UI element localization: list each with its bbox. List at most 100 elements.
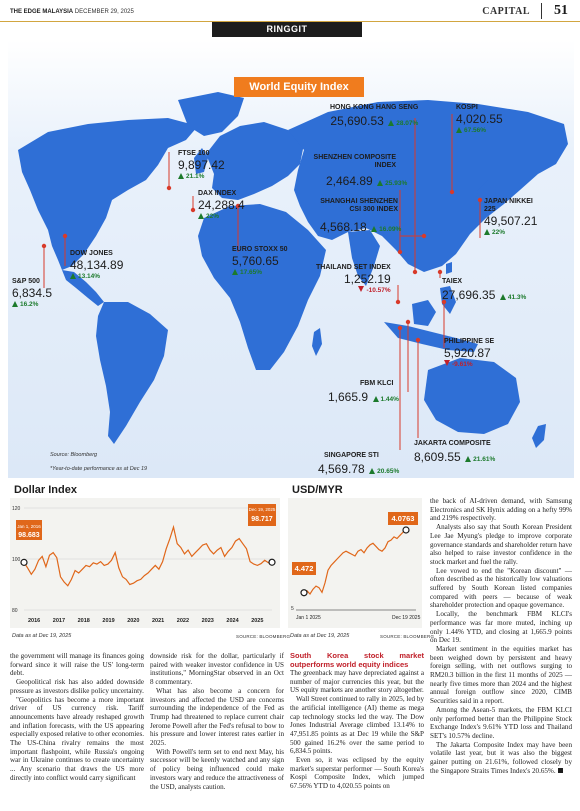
dollar-index-title: Dollar Index [14, 484, 77, 496]
up-arrow-icon [70, 273, 76, 279]
market-name: THAILAND SET INDEX [316, 264, 391, 271]
market-ftse: FTSE 100 9,897.42 21.1% [178, 150, 225, 181]
start-callout-date: Jan 1, 2016 [17, 524, 41, 529]
market-change: 20.65% [377, 468, 400, 475]
market-value: 1,252.19 [343, 272, 391, 286]
market-value: 5,760.65 [232, 254, 279, 268]
start-callout-value: 4.472 [295, 564, 314, 573]
new-zealand-shape [532, 424, 546, 448]
ringgit-banner: RINGGIT [212, 22, 362, 37]
y-tick-labels: 80 100 120 [12, 506, 21, 614]
x-tick-label: 2024 [226, 618, 239, 624]
up-arrow-icon [465, 456, 472, 462]
x-tick-label-end: Dec 19 2025 [392, 615, 421, 621]
up-arrow-icon [178, 173, 184, 179]
publication-logo: THE EDGE MALAYSIA [10, 9, 74, 15]
end-callout-value: 4.0763 [392, 514, 415, 523]
market-value: 4,568.18 [320, 220, 367, 234]
market-sp500: S&P 500 6,834.5 16.2% [12, 278, 52, 309]
market-change: 22% [206, 213, 220, 220]
market-name: DOW JONES [70, 250, 113, 257]
australia-shape [424, 358, 520, 434]
article-column-4: the back of AI-driven demand, with Samsu… [430, 497, 572, 776]
usdmyr-chart: 5 Jan 1 2025 Dec 19 2025 4.472 4.0763 [288, 498, 422, 628]
market-name: PHILIPPINE SE [444, 338, 495, 345]
market-change: 41.3% [507, 294, 527, 301]
madagascar-shape [312, 328, 322, 356]
end-callout-value: 98.717 [251, 516, 273, 523]
market-jakarta: JAKARTA COMPOSITE 8,609.55 21.61% [414, 440, 495, 466]
paragraph: the back of AI-driven demand, with Samsu… [430, 497, 572, 523]
x-tick-label: 2019 [102, 618, 114, 624]
south-america-shape [96, 302, 168, 444]
up-arrow-icon [484, 229, 490, 235]
market-value: 1,665.9 [328, 390, 369, 404]
paragraph: The greenback may have depreciated again… [290, 669, 424, 695]
market-name: SHENZHEN COMPOSITE INDEX [313, 154, 396, 169]
market-value: 27,696.35 [442, 288, 496, 302]
end-point [402, 526, 410, 534]
market-change: -9.61% [452, 361, 473, 368]
market-euro-stoxx: EURO STOXX 50 5,760.65 17.65% [232, 246, 288, 277]
market-klci: FBM KLCI 1,665.9 1.44% [328, 380, 399, 406]
market-nikkei: JAPAN NIKKEI 225 49,507.21 22% [484, 198, 537, 237]
publication-line: THE EDGE MALAYSIA DECEMBER 29, 2025 [10, 9, 134, 15]
paragraph: the government will manage its finances … [10, 652, 144, 678]
market-change: 22% [492, 229, 506, 236]
y-tick-label: 120 [12, 506, 21, 512]
market-change: 17.65% [240, 269, 263, 276]
market-change: 16.09% [379, 226, 402, 233]
map-source: Source: Bloomberg [50, 452, 98, 458]
market-value: 8,609.55 [414, 450, 461, 464]
up-arrow-icon [12, 301, 18, 307]
paragraph: Even so, it was eclipsed by the equity m… [290, 756, 424, 791]
x-tick-label: 2023 [202, 618, 214, 624]
subheading: South Korea stock market outperforms wor… [290, 651, 424, 669]
central-america-shape [62, 270, 104, 306]
paragraph: Lee vowed to end the "Korean discount" —… [430, 566, 572, 610]
market-csi300-values: 4,568.18 16.09% [320, 218, 401, 236]
dollar-index-chart: 80 100 120 2016 2017 2018 2019 2020 2021 2022 202… [10, 498, 280, 628]
market-name: S&P 500 [12, 278, 40, 285]
dollar-index-source: SOURCE: BLOOMBERG [236, 634, 291, 639]
x-tick-label: 2020 [127, 618, 139, 624]
paragraph: downside risk for the dollar, particular… [150, 652, 284, 687]
market-name: JAPAN NIKKEI 225 [484, 198, 533, 213]
paragraph: Wall Street continued to rally in 2025, … [290, 695, 424, 756]
start-point [20, 558, 28, 566]
end-point [268, 558, 276, 566]
market-change: -10.57% [366, 287, 391, 294]
down-arrow-icon [358, 286, 365, 292]
market-value: 4,020.55 [456, 112, 503, 126]
market-value: 25,690.53 [330, 114, 384, 128]
market-dow-jones: DOW JONES 48,134.89 13.14% [70, 250, 123, 281]
paragraph: Among the Asean-5 markets, the FBM KLCI … [430, 705, 572, 740]
world-equity-map-panel: World Equity Index HONG KONG HANG SENG 2… [8, 40, 574, 478]
page-header: THE EDGE MALAYSIA DECEMBER 29, 2025 CAPI… [0, 0, 580, 22]
market-name: TAIEX [442, 278, 463, 285]
borneo-shape [412, 300, 436, 326]
market-change: 13.14% [78, 273, 101, 280]
header-divider [541, 3, 542, 19]
issue-date: DECEMBER 29, 2025 [74, 9, 134, 15]
page-number: 51 [554, 3, 568, 18]
market-change: 21.61% [473, 456, 496, 463]
paragraph: "Geopolitics has become a more important… [10, 695, 144, 782]
x-tick-labels: 2016 2017 2018 2019 2020 2021 2022 2023 2024 2025 [28, 618, 263, 624]
up-arrow-icon [371, 226, 378, 232]
map-footnote: *Year-to-date performance as at Dec 19 [50, 466, 148, 472]
paragraph: The Jakarta Composite Index may have bee… [430, 741, 572, 776]
market-shenzhen: SHENZHEN COMPOSITE INDEX [312, 154, 396, 170]
start-callout-value: 98.683 [18, 532, 40, 539]
usdmyr-line [303, 529, 407, 595]
market-change: 28.07% [396, 120, 419, 127]
end-mark-icon [557, 767, 563, 773]
market-change: 67.56% [464, 127, 487, 134]
market-change: 21.1% [186, 173, 205, 180]
y-gridlines [24, 507, 272, 611]
dollar-index-note: Data as at Dec 19, 2025 [12, 633, 72, 639]
end-callout-box [388, 512, 418, 525]
usdmyr-source: SOURCE: BLOOMBERG [380, 634, 435, 639]
market-name: SHANGHAI SHENZHEN CSI 300 INDEX [320, 198, 398, 213]
paragraph: What has also become a concern for inves… [150, 686, 284, 748]
